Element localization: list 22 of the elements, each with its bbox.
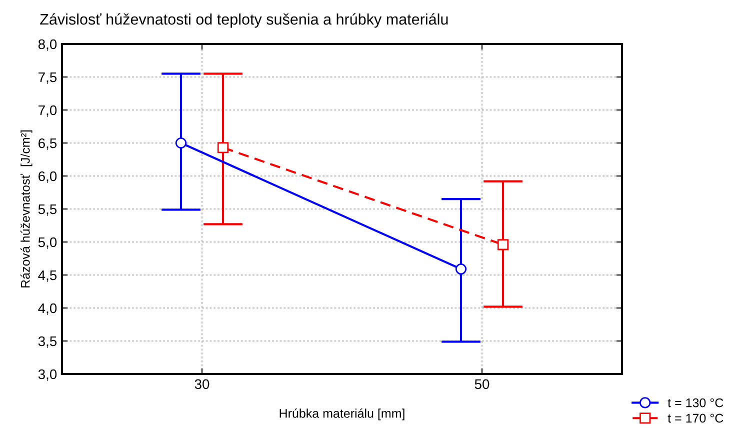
legend-label: t = 170 °C — [668, 414, 724, 423]
x-axis-title: Hrúbka materiálu [mm] — [280, 408, 404, 420]
y-tick-label: 3,0 — [38, 369, 57, 381]
y-tick-label: 7,0 — [38, 105, 57, 117]
y-tick-label: 5,5 — [38, 204, 57, 216]
y-tick-label: 5,0 — [38, 237, 57, 249]
point — [455, 264, 467, 275]
y-tick-label: 4,5 — [38, 270, 57, 282]
y-tick-label: 7,5 — [38, 72, 57, 84]
y-tick-label: 8,0 — [38, 39, 57, 51]
point — [175, 137, 187, 149]
point — [497, 239, 509, 250]
chart-title: Závislosť húževnatosti od teploty sušenia a hrúbky materiálu — [40, 13, 448, 28]
y-tick-label: 4,0 — [38, 303, 57, 315]
legend-label: t = 130 °C — [668, 398, 724, 408]
point — [217, 142, 229, 154]
y-axis-title: Rázová húževnatosť [J/cm²] — [20, 130, 32, 288]
x-tick-label: 50 — [474, 379, 490, 390]
y-tick-label: 6,0 — [38, 171, 57, 183]
y-tick-label: 6,5 — [38, 138, 57, 150]
x-tick-label: 30 — [194, 379, 210, 390]
y-tick-label: 3,5 — [38, 336, 57, 348]
